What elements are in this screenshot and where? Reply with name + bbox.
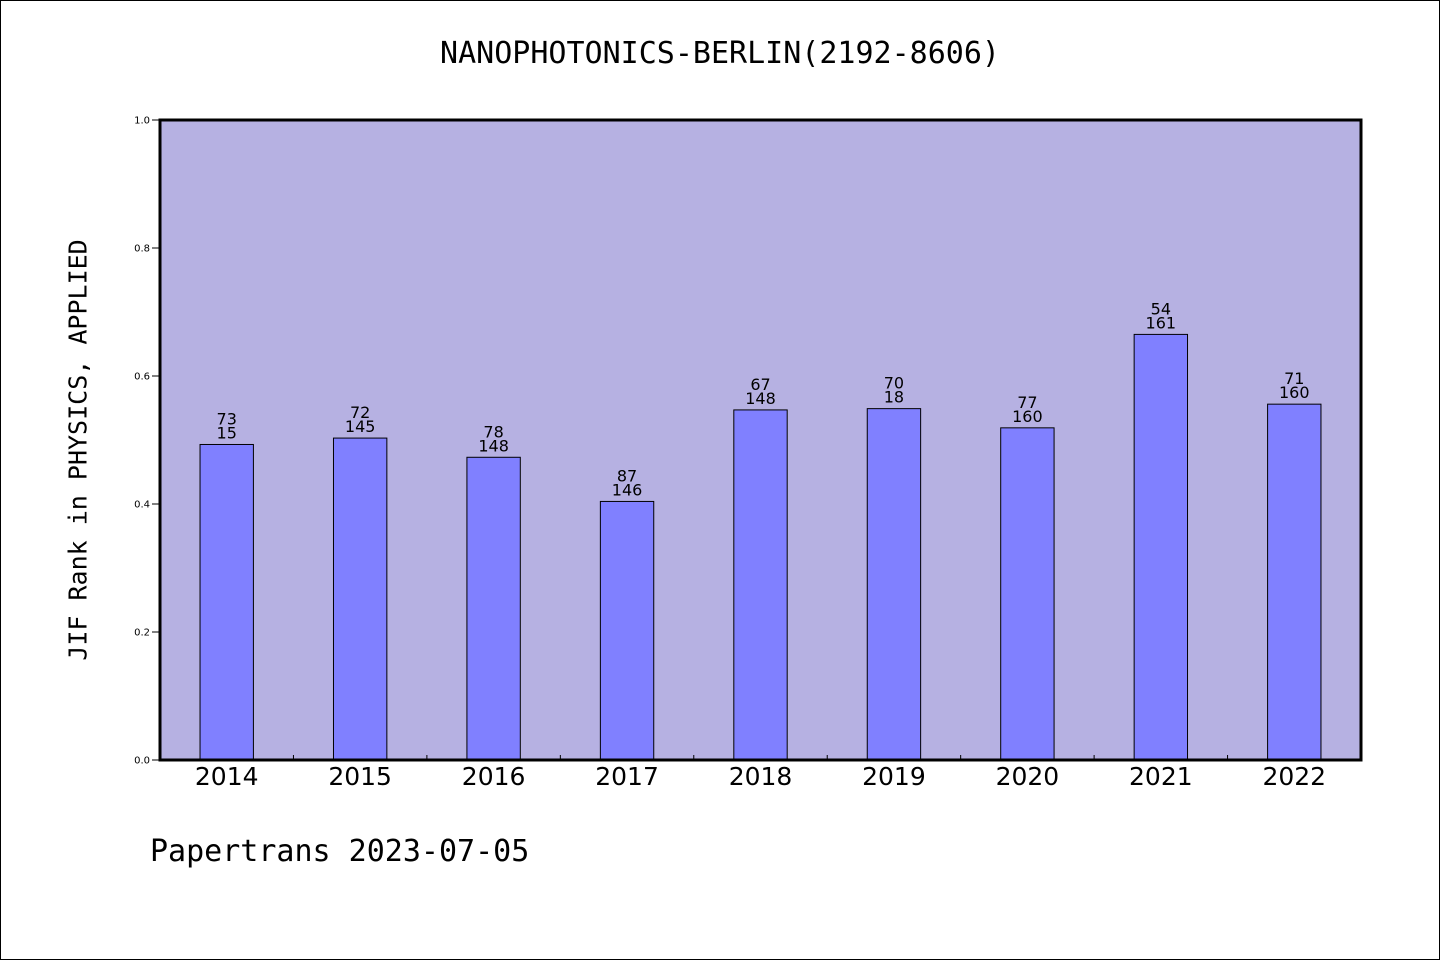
x-tick-label-2022: 2022 — [1262, 762, 1326, 791]
bar-2019 — [866, 408, 922, 761]
footer-text: Papertrans 2023-07-05 — [150, 834, 530, 869]
bar-2015 — [332, 437, 388, 761]
bar-2021 — [1133, 333, 1189, 761]
y-tick-label-1.0: 1.0 — [134, 116, 150, 127]
bar-total-label-2022: 160 — [1279, 383, 1310, 402]
bar-total-label-2017: 146 — [612, 480, 643, 499]
bar-rank-label-2017: 87 — [617, 466, 637, 485]
bar-rank-label-2014: 73 — [217, 409, 237, 428]
bar-total-label-2016: 148 — [478, 436, 509, 455]
bar-total-label-2019: 18 — [884, 388, 904, 407]
bar-rank-label-2022: 71 — [1284, 369, 1304, 388]
y-tick-label-0.6: 0.6 — [134, 372, 150, 383]
x-tick-label-2017: 2017 — [595, 762, 659, 791]
bar-2020 — [1000, 427, 1055, 761]
bar-total-label-2020: 160 — [1012, 407, 1043, 426]
y-tick-label-0.0: 0.0 — [134, 756, 150, 767]
bar-2014 — [199, 443, 254, 761]
bar-rank-label-2020: 77 — [1017, 393, 1037, 412]
y-tick-label-0.2: 0.2 — [134, 628, 150, 639]
bar-rank-label-2018: 67 — [750, 375, 770, 394]
bar-total-label-2014: 15 — [217, 423, 237, 442]
x-tick-label-2021: 2021 — [1129, 762, 1193, 791]
bar-2016 — [466, 456, 521, 761]
y-tick-label-0.4: 0.4 — [134, 500, 150, 511]
x-tick-label-2019: 2019 — [862, 762, 926, 791]
chart-title: NANOPHOTONICS-BERLIN(2192-8606) — [440, 36, 1000, 71]
y-tick-label-0.8: 0.8 — [134, 244, 150, 255]
x-tick-label-2014: 2014 — [195, 762, 259, 791]
bar-rank-label-2021: 54 — [1151, 299, 1171, 318]
bar-rank-label-2016: 78 — [483, 422, 503, 441]
bar-total-label-2018: 148 — [745, 389, 776, 408]
x-tick-label-2016: 2016 — [462, 762, 526, 791]
x-tick-label-2015: 2015 — [328, 762, 392, 791]
bar-rank-label-2019: 70 — [884, 374, 904, 393]
bar-rank-label-2015: 72 — [350, 403, 370, 422]
bar-total-label-2021: 161 — [1146, 313, 1177, 332]
bar-2017 — [599, 500, 655, 761]
plot-frame — [158, 118, 1363, 762]
bar-2018 — [733, 409, 788, 761]
bar-total-label-2015: 145 — [345, 417, 376, 436]
x-tick-label-2020: 2020 — [996, 762, 1060, 791]
x-tick-label-2018: 2018 — [729, 762, 793, 791]
bar-2022 — [1267, 403, 1322, 761]
